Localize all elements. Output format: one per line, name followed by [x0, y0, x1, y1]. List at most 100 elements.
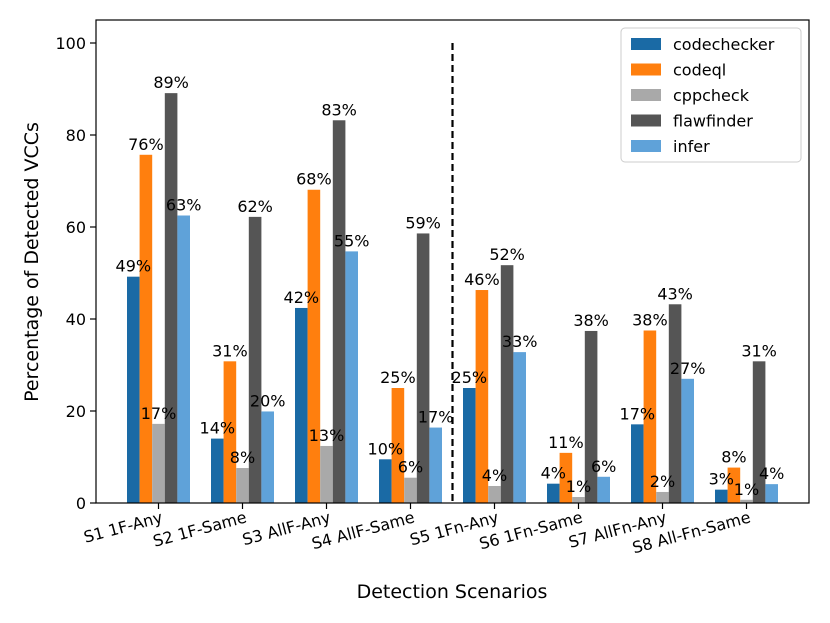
data-label-flawfinder-3: 83% [321, 100, 357, 119]
legend-swatch-codechecker [631, 38, 661, 50]
bar-codechecker-3 [295, 307, 308, 503]
bar-codeql-8 [727, 467, 741, 503]
data-label-infer-2: 20% [250, 391, 286, 410]
bar-infer-4 [429, 427, 442, 503]
bar-codechecker-8 [715, 489, 728, 503]
y-tick-label-0: 0 [76, 494, 86, 513]
plot-frame [95, 19, 810, 504]
bar-infer-1 [177, 215, 190, 503]
bar-flawfinder-6 [584, 330, 598, 503]
y-tick-label-80: 80 [66, 126, 86, 145]
data-label-codechecker-8: 3% [709, 470, 734, 489]
data-label-flawfinder-1: 89% [153, 73, 189, 92]
bar-codechecker-6 [547, 483, 560, 503]
data-label-infer-3: 55% [334, 231, 370, 250]
bars-layer [127, 93, 778, 504]
data-label-codeql-8: 8% [721, 448, 746, 467]
data-label-codechecker-2: 14% [200, 419, 236, 438]
bar-flawfinder-4 [416, 233, 430, 503]
bar-codeql-6 [559, 452, 573, 503]
legend-swatch-flawfinder [631, 114, 661, 127]
data-label-cppcheck-2: 8% [230, 448, 255, 467]
bar-infer-5 [513, 352, 526, 503]
bar-codeql-7 [643, 330, 657, 503]
data-label-codeql-4: 25% [380, 368, 416, 387]
bar-infer-2 [261, 411, 274, 503]
y-tick-label-40: 40 [66, 310, 86, 329]
bar-cppcheck-5 [488, 485, 501, 503]
data-label-cppcheck-5: 4% [482, 466, 507, 485]
bar-cppcheck-6 [572, 497, 585, 503]
data-label-cppcheck-7: 2% [650, 472, 675, 491]
data-label-flawfinder-8: 31% [741, 341, 777, 360]
data-label-cppcheck-3: 13% [309, 426, 345, 445]
y-tick-label-60: 60 [66, 218, 86, 237]
bar-cppcheck-1 [152, 423, 165, 503]
data-label-codechecker-5: 25% [452, 368, 488, 387]
y-tick-label-100: 100 [55, 34, 86, 53]
bar-codechecker-1 [127, 276, 140, 503]
bar-codeql-4 [391, 388, 405, 503]
bar-codechecker-5 [463, 388, 476, 503]
data-label-infer-7: 27% [670, 359, 706, 378]
data-label-codechecker-7: 17% [620, 404, 656, 423]
bar-codechecker-7 [631, 424, 644, 503]
data-label-codeql-2: 31% [212, 341, 248, 360]
value-labels-layer: 49% 76% 17% 89% 63% 14% 31% 8% 62% 20% 42% 68% 13% 83… [116, 73, 785, 499]
data-label-codechecker-4: 10% [368, 439, 404, 458]
data-label-cppcheck-4: 6% [398, 458, 423, 477]
bar-flawfinder-8 [752, 361, 766, 503]
bar-infer-6 [597, 476, 610, 503]
data-label-cppcheck-8: 1% [734, 480, 759, 499]
legend: codechecker codeql cppcheck flawfinder infer [620, 27, 802, 163]
legend-swatch-infer [631, 140, 661, 152]
data-label-flawfinder-5: 52% [489, 245, 525, 264]
bar-cppcheck-4 [404, 477, 417, 503]
legend-label-codechecker: codechecker [673, 35, 775, 54]
bar-codeql-2 [223, 361, 237, 503]
data-label-infer-5: 33% [502, 332, 538, 351]
data-label-cppcheck-1: 17% [141, 404, 177, 423]
data-label-flawfinder-2: 62% [237, 197, 273, 216]
bar-flawfinder-5 [500, 265, 514, 503]
bar-infer-3 [345, 251, 358, 503]
x-axis-label: Detection Scenarios [357, 581, 548, 603]
bar-cppcheck-8 [740, 499, 753, 503]
data-label-codeql-1: 76% [128, 135, 164, 154]
data-label-flawfinder-7: 43% [657, 284, 693, 303]
bar-flawfinder-3 [332, 120, 346, 503]
bar-codechecker-2 [211, 438, 224, 503]
data-label-infer-6: 6% [591, 457, 616, 476]
bar-codeql-1 [139, 154, 153, 503]
bar-codeql-5 [475, 290, 489, 503]
data-label-codeql-6: 11% [548, 433, 584, 452]
legend-swatch-codeql [631, 63, 661, 76]
bar-infer-7 [681, 378, 694, 503]
data-label-codechecker-3: 42% [284, 288, 320, 307]
legend-label-cppcheck: cppcheck [673, 86, 750, 105]
bar-codechecker-4 [379, 459, 392, 503]
legend-label-codeql: codeql [673, 61, 726, 80]
data-label-codeql-7: 38% [632, 311, 668, 330]
data-label-flawfinder-4: 59% [405, 213, 441, 232]
bar-flawfinder-1 [164, 93, 178, 503]
data-label-codeql-3: 68% [296, 170, 332, 189]
data-label-codechecker-6: 4% [541, 464, 566, 483]
data-label-cppcheck-6: 1% [566, 477, 591, 496]
bar-flawfinder-2 [248, 216, 262, 503]
data-label-flawfinder-6: 38% [573, 311, 609, 330]
y-tick-label-20: 20 [66, 402, 86, 421]
data-label-infer-8: 4% [759, 464, 784, 483]
legend-label-flawfinder: flawfinder [673, 112, 753, 131]
data-label-codeql-5: 46% [464, 270, 500, 289]
legend-box [620, 27, 802, 163]
y-axis-label: Percentage of Detected VCCs [21, 122, 43, 402]
legend-swatch-cppcheck [631, 89, 661, 101]
legend-label-infer: infer [673, 137, 710, 156]
x-tick-label-1: S1 1F-Any [82, 508, 165, 547]
bar-infer-8 [765, 484, 778, 503]
x-tick-label-2: S2 1F-Same [151, 508, 249, 551]
bar-cppcheck-3 [320, 445, 333, 503]
bar-cppcheck-2 [236, 468, 249, 503]
